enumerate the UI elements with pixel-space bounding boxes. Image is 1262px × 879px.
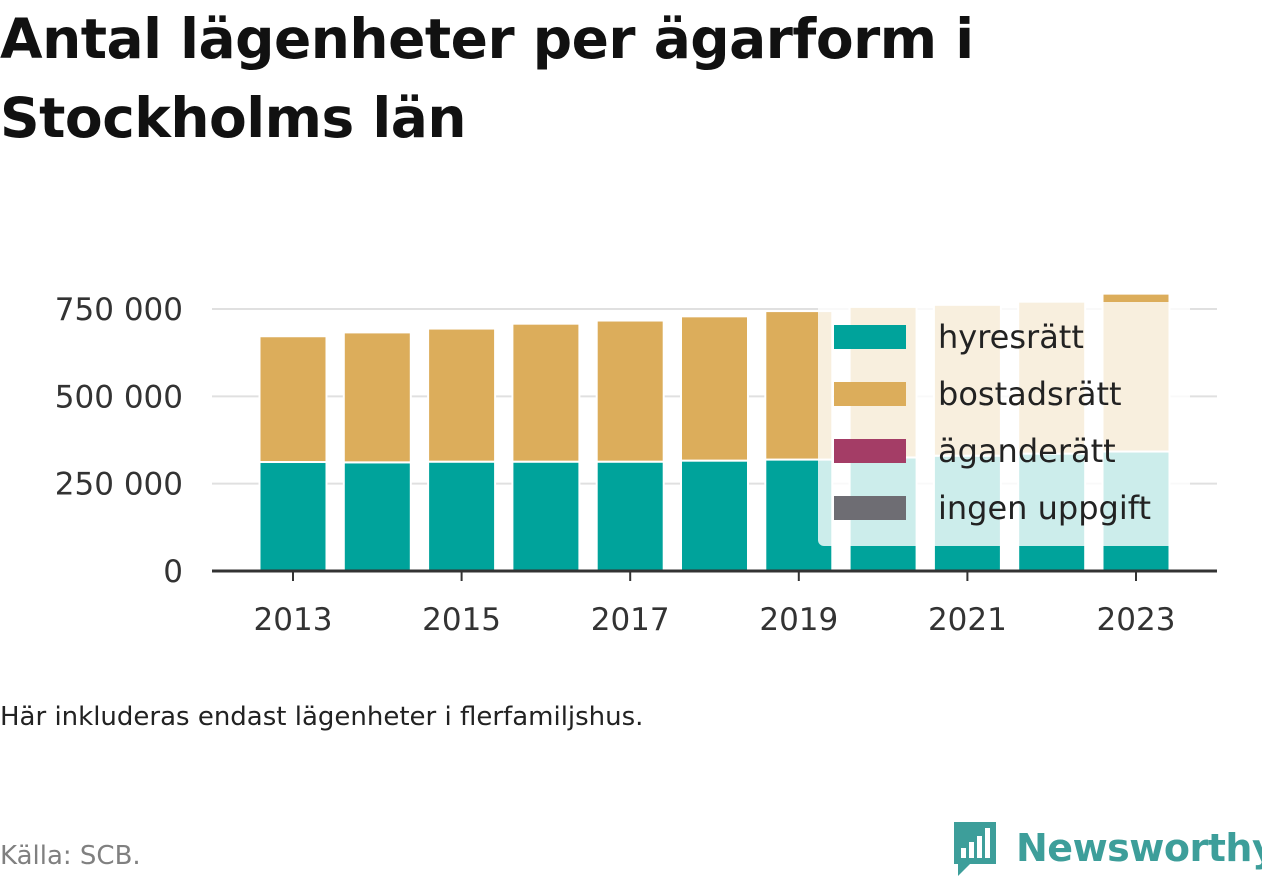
chart-note: Här inkluderas endast lägenheter i flerf… bbox=[0, 702, 644, 732]
stacked-bar-chart: 0 250 000 500 000 750 000 2013 2015 2017 2019 20… bbox=[55, 292, 1217, 638]
x-tick-label: 2013 bbox=[254, 602, 333, 638]
logo-text: Newsworthy bbox=[1016, 826, 1262, 870]
y-tick-label: 0 bbox=[163, 554, 183, 590]
legend-label: hyresrätt bbox=[938, 318, 1084, 356]
bar-segment bbox=[595, 460, 665, 572]
chat-bars-icon bbox=[954, 822, 996, 876]
bar-segment bbox=[258, 461, 328, 572]
legend: hyresrätt bostadsrätt äganderätt ingen uppg… bbox=[818, 302, 1190, 546]
legend-box bbox=[818, 302, 1190, 546]
legend-label: äganderätt bbox=[938, 432, 1116, 470]
y-tick-label: 250 000 bbox=[55, 467, 183, 503]
chart-title: Antal lägenheter per ägarform i Stockhol… bbox=[0, 7, 974, 150]
bar-segment bbox=[680, 459, 749, 572]
legend-swatch bbox=[834, 325, 906, 349]
bar-segment bbox=[511, 322, 581, 463]
x-tick-label: 2015 bbox=[422, 602, 501, 638]
bar-segment bbox=[595, 319, 665, 463]
bar-segment bbox=[427, 327, 497, 463]
bar-segment bbox=[511, 460, 581, 572]
x-tick-label: 2021 bbox=[928, 602, 1007, 638]
legend-swatch bbox=[834, 382, 906, 406]
legend-label: ingen uppgift bbox=[938, 489, 1151, 527]
y-tick-label: 500 000 bbox=[55, 379, 183, 415]
y-tick-label: 750 000 bbox=[55, 292, 183, 328]
newsworthy-logo: Newsworthy bbox=[950, 818, 1262, 878]
x-tick-label: 2023 bbox=[1097, 602, 1176, 638]
source-text: Källa: SCB. bbox=[0, 841, 141, 871]
bar-segment bbox=[342, 331, 412, 464]
legend-swatch bbox=[834, 496, 906, 520]
bar-segment bbox=[427, 460, 497, 572]
bar-segment bbox=[680, 315, 749, 462]
axes: 0 250 000 500 000 750 000 2013 2015 2017 2019 20… bbox=[55, 292, 1217, 638]
legend-label: bostadsrätt bbox=[938, 375, 1122, 413]
bar-segment bbox=[342, 461, 412, 572]
x-tick-label: 2017 bbox=[591, 602, 670, 638]
bar-segment bbox=[258, 335, 328, 464]
legend-swatch bbox=[834, 439, 906, 463]
x-tick-label: 2019 bbox=[759, 602, 838, 638]
